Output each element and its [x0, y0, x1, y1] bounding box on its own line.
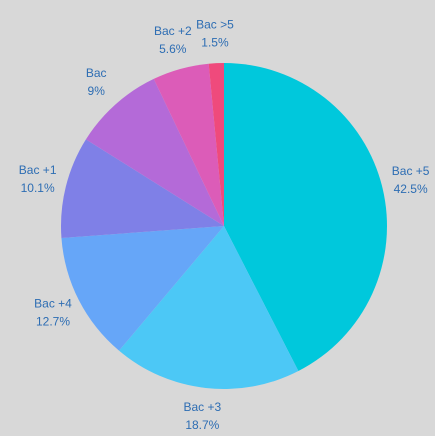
pie-slice: [119, 226, 299, 389]
slice-label: Bac +5: [392, 164, 430, 178]
slice-value-label: 10.1%: [21, 181, 55, 195]
pie-slice: [61, 226, 224, 351]
pie-slice: [208, 63, 224, 226]
slice-label: Bac >5: [196, 17, 234, 31]
slice-label: Bac +2: [154, 24, 192, 38]
slice-label: Bac: [86, 66, 107, 80]
slice-value-label: 9%: [88, 84, 106, 98]
slice-label: Bac +1: [19, 163, 57, 177]
slice-value-label: 1.5%: [201, 35, 229, 49]
pie-slice: [224, 63, 387, 372]
slice-value-label: 12.7%: [36, 315, 70, 329]
slice-value-label: 18.7%: [185, 418, 219, 432]
slice-label: Bac +4: [34, 297, 72, 311]
pie-slice: [153, 63, 224, 226]
slice-value-label: 42.5%: [394, 182, 428, 196]
slice-value-label: 5.6%: [159, 42, 187, 56]
pie-slice: [61, 139, 225, 239]
slice-label: Bac +3: [184, 400, 222, 414]
pie-slice: [85, 78, 224, 226]
